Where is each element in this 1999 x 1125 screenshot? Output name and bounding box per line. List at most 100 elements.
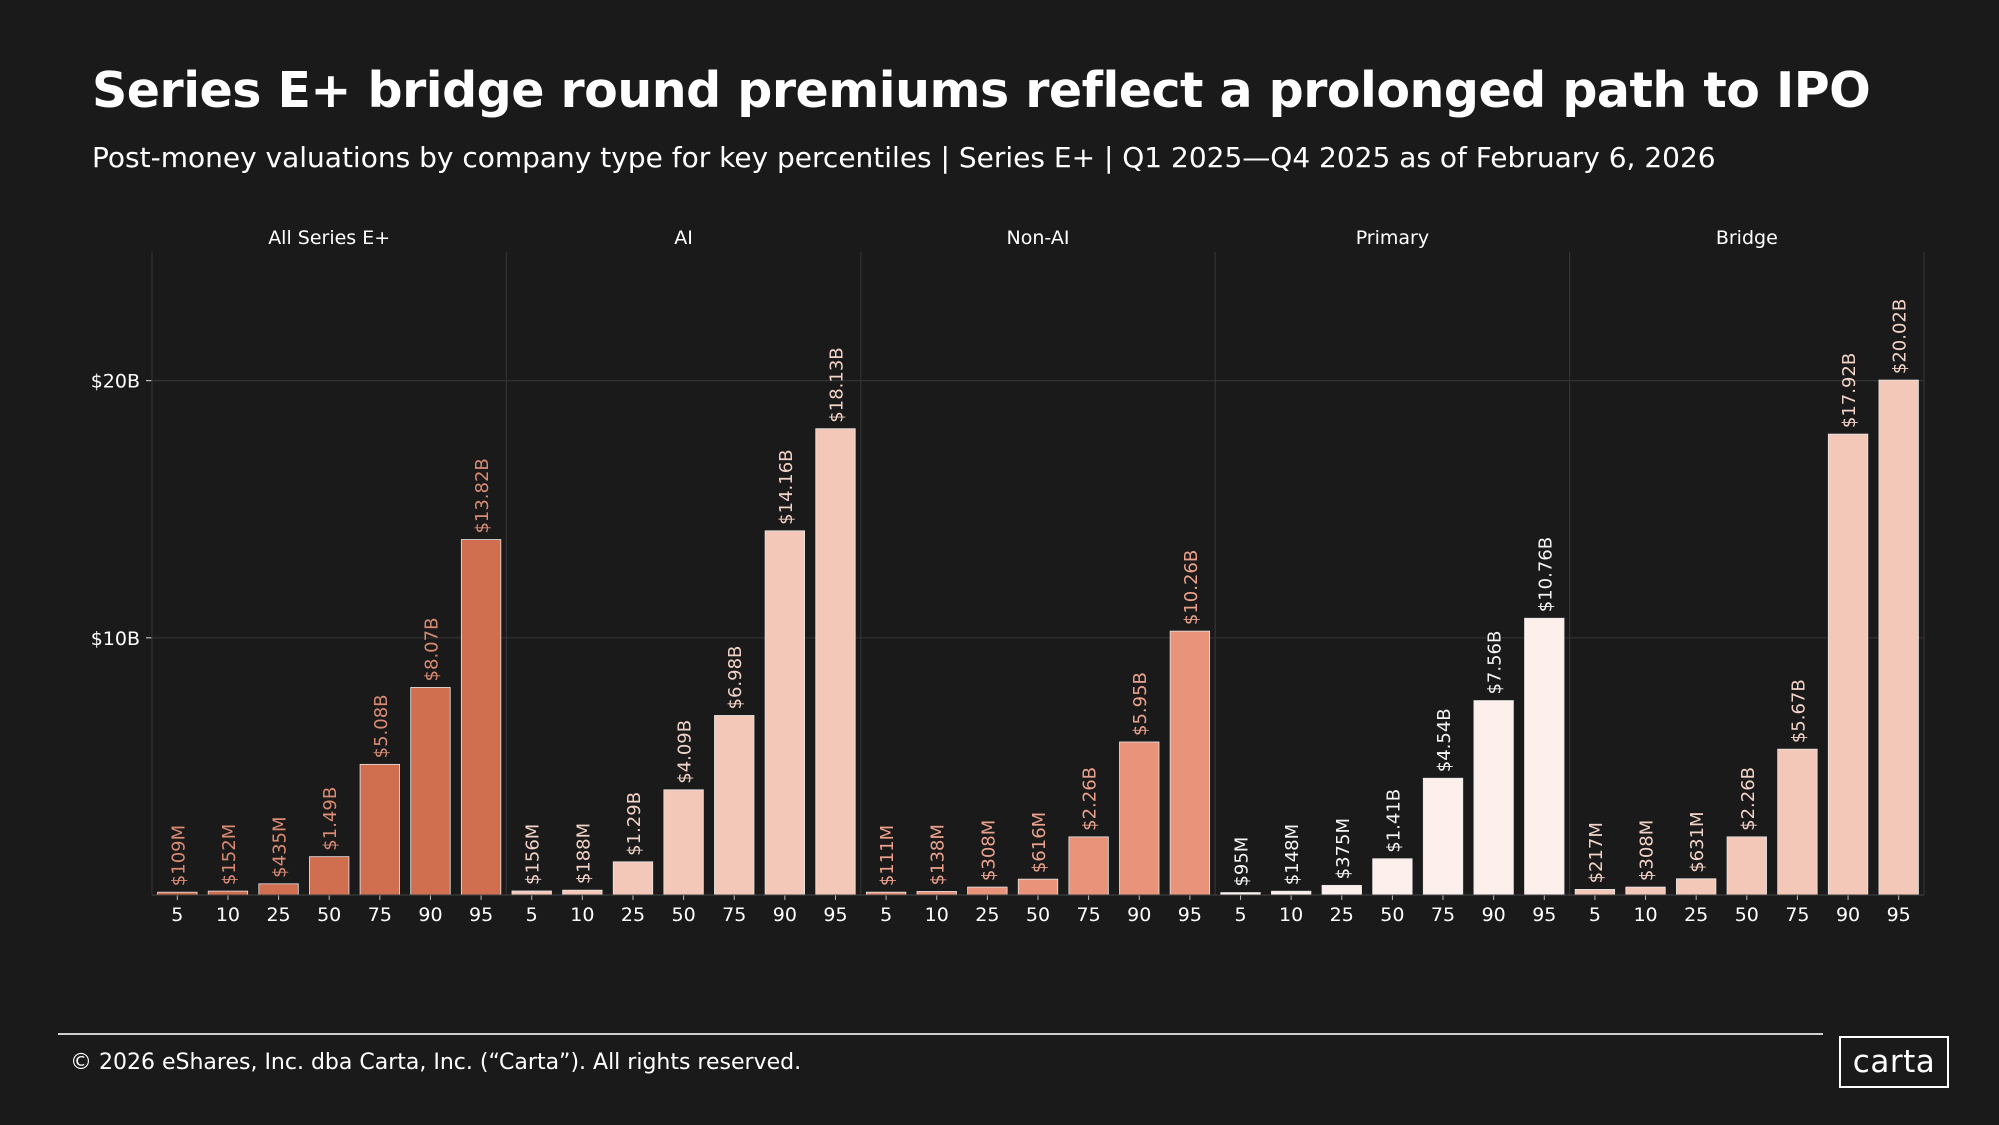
bar [916, 891, 957, 896]
data-label: $631M [1687, 811, 1708, 872]
data-label: $148M [1282, 824, 1303, 885]
x-tick-label: 25 [1684, 904, 1708, 926]
bar [1068, 836, 1109, 896]
x-tick-label: 95 [1532, 904, 1556, 926]
data-label: $1.41B [1383, 789, 1404, 853]
bar [511, 890, 552, 896]
page-title: Series E+ bridge round premiums reflect … [92, 62, 1871, 119]
y-tick-label: $10B [91, 628, 140, 650]
data-label: $7.56B [1485, 631, 1506, 695]
data-label: $5.08B [371, 694, 392, 758]
x-tick-label: 10 [925, 904, 949, 926]
data-label: $152M [219, 824, 240, 885]
bar [309, 856, 350, 896]
page-subtitle: Post-money valuations by company type fo… [92, 141, 1716, 174]
data-label: $2.26B [1738, 767, 1759, 831]
bar [562, 889, 603, 896]
bar [1372, 858, 1413, 896]
x-tick-label: 25 [621, 904, 645, 926]
data-label: $5.67B [1788, 679, 1809, 743]
data-label: $1.29B [624, 792, 645, 856]
bar [460, 539, 502, 896]
x-tick-label: 50 [1380, 904, 1404, 926]
x-tick-label: 50 [1735, 904, 1759, 926]
data-label: $17.92B [1839, 353, 1860, 428]
x-tick-label: 25 [266, 904, 290, 926]
bar [1827, 433, 1869, 896]
x-tick-label: 5 [1589, 904, 1601, 926]
x-tick-label: 90 [773, 904, 797, 926]
data-label: $109M [168, 825, 189, 886]
data-label: $14.16B [776, 449, 797, 524]
x-tick-label: 10 [216, 904, 240, 926]
copyright-text: © 2026 eShares, Inc. dba Carta, Inc. (“C… [70, 1050, 802, 1075]
data-label: $4.54B [1434, 708, 1455, 772]
data-label: $4.09B [675, 720, 696, 784]
bar [815, 428, 856, 896]
bar [1676, 878, 1717, 896]
x-tick-label: 10 [1633, 904, 1657, 926]
x-tick-label: 5 [1234, 904, 1246, 926]
footer-divider [58, 1033, 1823, 1035]
panel-title: Bridge [1716, 227, 1778, 249]
bar [1524, 617, 1565, 896]
bar [714, 715, 755, 896]
data-label: $188M [573, 823, 594, 884]
carta-logo: carta [1839, 1036, 1949, 1088]
data-label: $2.26B [1080, 767, 1101, 831]
x-tick-label: 95 [1887, 904, 1911, 926]
data-label: $111M [877, 825, 898, 886]
bar [612, 861, 654, 896]
x-tick-label: 95 [823, 904, 847, 926]
panel-title: AI [674, 227, 693, 249]
data-label: $616M [1029, 812, 1050, 873]
data-label: $13.82B [472, 458, 493, 533]
panel-ai: AI $156M 5 $188M 10 $1.29B 25 $4.09B 50 $6.98B 75 $… [511, 227, 856, 926]
x-tick-label: 75 [1785, 904, 1809, 926]
x-tick-label: 75 [1431, 904, 1455, 926]
bar [967, 886, 1008, 896]
x-tick-label: 5 [171, 904, 183, 926]
x-tick-label: 90 [1127, 904, 1151, 926]
x-tick-label: 50 [672, 904, 696, 926]
bar [410, 687, 451, 896]
x-tick-label: 95 [1178, 904, 1202, 926]
data-label: $10.76B [1535, 537, 1556, 612]
x-tick-label: 50 [1026, 904, 1050, 926]
data-label: $5.95B [1130, 672, 1151, 736]
bar [764, 530, 806, 896]
bar [1878, 379, 1919, 896]
data-label: $10.26B [1181, 550, 1202, 625]
data-label: $95M [1232, 837, 1253, 887]
x-tick-label: 5 [880, 904, 892, 926]
data-label: $435M [270, 816, 291, 877]
panel-all-series-e-: All Series E+ $109M 5 $152M 10 $435M 25 $1.49B 5… [157, 227, 502, 926]
data-label: $20.02B [1890, 299, 1911, 374]
data-label: $6.98B [725, 646, 746, 710]
x-tick-label: 90 [1836, 904, 1860, 926]
bar [1119, 741, 1160, 896]
data-label: $375M [1333, 818, 1354, 879]
panel-non-ai: Non-AI $111M 5 $138M 10 $308M 25 $616M 50 $2.26B 7… [865, 227, 1211, 926]
bar [1321, 884, 1362, 896]
bar [1270, 890, 1312, 896]
bar [1017, 878, 1059, 896]
bar [1473, 700, 1514, 896]
data-label: $18.13B [826, 347, 847, 422]
data-label: $308M [1637, 820, 1658, 881]
bar [207, 890, 249, 896]
x-tick-label: 90 [1482, 904, 1506, 926]
y-tick-label: $20B [91, 371, 140, 393]
x-tick-label: 50 [317, 904, 341, 926]
x-tick-label: 5 [526, 904, 538, 926]
x-tick-label: 10 [570, 904, 594, 926]
bar [258, 883, 299, 896]
x-tick-label: 75 [1077, 904, 1101, 926]
panel-title: Non-AI [1007, 227, 1070, 249]
x-tick-label: 25 [1330, 904, 1354, 926]
data-label: $1.49B [320, 787, 341, 851]
bar [1625, 886, 1666, 896]
panel-bridge: Bridge $217M 5 $308M 10 $631M 25 $2.26B 50 $5.67B… [1574, 227, 1919, 926]
data-label: $156M [523, 824, 544, 885]
